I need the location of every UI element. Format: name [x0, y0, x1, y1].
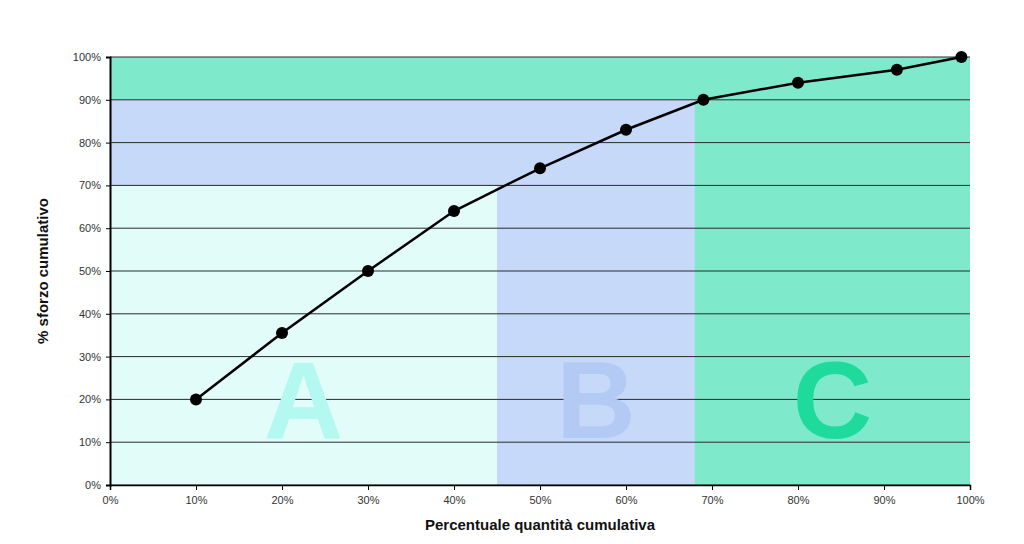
grid-line	[110, 142, 970, 143]
y-tick: 40%	[79, 308, 110, 320]
point	[955, 51, 967, 63]
line	[196, 57, 961, 399]
y-tick: 10%	[79, 436, 110, 448]
region-label: A	[264, 338, 343, 461]
y-tick-label: 100%	[73, 51, 101, 63]
y-axis-title: % sforzo cumulativo	[34, 198, 51, 344]
x-tick: 30%	[357, 485, 379, 506]
point	[362, 265, 374, 277]
y-tick: 20%	[79, 393, 110, 405]
region	[110, 185, 497, 485]
region	[110, 100, 695, 485]
point	[792, 77, 804, 89]
series	[190, 51, 967, 405]
y-tick-label: 40%	[79, 308, 101, 320]
x-tick-mark	[712, 485, 713, 490]
y-tick-label: 50%	[79, 265, 101, 277]
grid-line	[110, 57, 970, 58]
y-tick: 0%	[85, 479, 110, 491]
x-tick-label: 10%	[185, 494, 207, 506]
x-tick-mark	[884, 485, 885, 490]
chart: A B C 0% 10% 20% 30% 40% 50% 60% 70% 80% 90% 100% 0% 10…	[0, 0, 1024, 544]
y-tick-mark	[106, 143, 110, 144]
x-axis-line	[111, 486, 971, 491]
x-tick: 50%	[529, 485, 551, 506]
y-tick: 100%	[73, 51, 110, 63]
y-tick-mark	[106, 228, 110, 229]
y-tick: 80%	[79, 137, 110, 149]
x-tick: 60%	[615, 485, 637, 506]
x-axis: 0% 10% 20% 30% 40% 50% 60% 70% 80% 90% 100%	[103, 485, 985, 506]
point	[276, 327, 288, 339]
x-tick-label: 20%	[271, 494, 293, 506]
y-tick-label: 0%	[85, 479, 101, 491]
y-tick-label: 10%	[79, 436, 101, 448]
region-label: B	[556, 338, 635, 461]
point	[620, 124, 632, 136]
y-axis: 0% 10% 20% 30% 40% 50% 60% 70% 80% 90% 100%	[73, 51, 111, 491]
point	[534, 162, 546, 174]
x-tick: 20%	[271, 485, 293, 506]
x-tick-mark	[368, 485, 369, 490]
x-tick-mark	[970, 485, 971, 490]
regions	[110, 57, 970, 485]
x-tick-label: 70%	[701, 494, 723, 506]
grid-line	[110, 271, 970, 272]
grid-line	[110, 313, 970, 314]
y-tick: 60%	[79, 222, 110, 234]
x-axis-title: Percentuale quantità cumulativa	[425, 516, 656, 533]
grid-line	[110, 99, 970, 100]
region	[110, 57, 970, 485]
x-tick-mark	[540, 485, 541, 490]
y-tick: 50%	[79, 265, 110, 277]
grid	[110, 57, 970, 485]
x-tick: 90%	[873, 485, 895, 506]
y-tick-label: 20%	[79, 393, 101, 405]
y-tick: 70%	[79, 179, 110, 191]
y-tick-label: 60%	[79, 222, 101, 234]
x-tick: 70%	[701, 485, 723, 506]
x-tick-mark	[196, 485, 197, 490]
point	[891, 64, 903, 76]
grid-line	[110, 185, 970, 186]
x-tick-label: 80%	[787, 494, 809, 506]
y-tick-mark	[106, 357, 110, 358]
x-tick: 80%	[787, 485, 809, 506]
y-tick-label: 80%	[79, 137, 101, 149]
x-tick-mark	[282, 485, 283, 490]
y-tick-mark	[106, 57, 110, 58]
y-tick-label: 30%	[79, 351, 101, 363]
x-tick: 0%	[103, 485, 119, 506]
y-tick-mark	[106, 271, 110, 272]
x-tick: 40%	[443, 485, 465, 506]
x-tick-mark	[626, 485, 627, 490]
region-label: C	[793, 338, 872, 461]
y-tick-mark	[106, 185, 110, 186]
x-tick: 100%	[956, 485, 984, 506]
point	[190, 393, 202, 405]
y-tick: 30%	[79, 351, 110, 363]
y-tick-mark	[106, 399, 110, 400]
y-tick-mark	[106, 485, 110, 486]
y-tick-mark	[106, 442, 110, 443]
x-tick-label: 40%	[443, 494, 465, 506]
y-tick-mark	[106, 100, 110, 101]
x-tick-label: 90%	[873, 494, 895, 506]
x-tick-label: 50%	[529, 494, 551, 506]
point	[697, 94, 709, 106]
grid-line	[110, 228, 970, 229]
y-tick-label: 70%	[79, 179, 101, 191]
x-tick-label: 0%	[103, 494, 119, 506]
y-axis-line	[106, 58, 111, 486]
y-tick-label: 90%	[79, 94, 101, 106]
x-tick-label: 30%	[357, 494, 379, 506]
x-tick-label: 100%	[956, 494, 984, 506]
y-tick-mark	[106, 314, 110, 315]
y-tick: 90%	[79, 94, 110, 106]
x-tick-mark	[454, 485, 455, 490]
point	[448, 205, 460, 217]
x-tick: 10%	[185, 485, 207, 506]
x-tick-label: 60%	[615, 494, 637, 506]
x-tick-mark	[798, 485, 799, 490]
